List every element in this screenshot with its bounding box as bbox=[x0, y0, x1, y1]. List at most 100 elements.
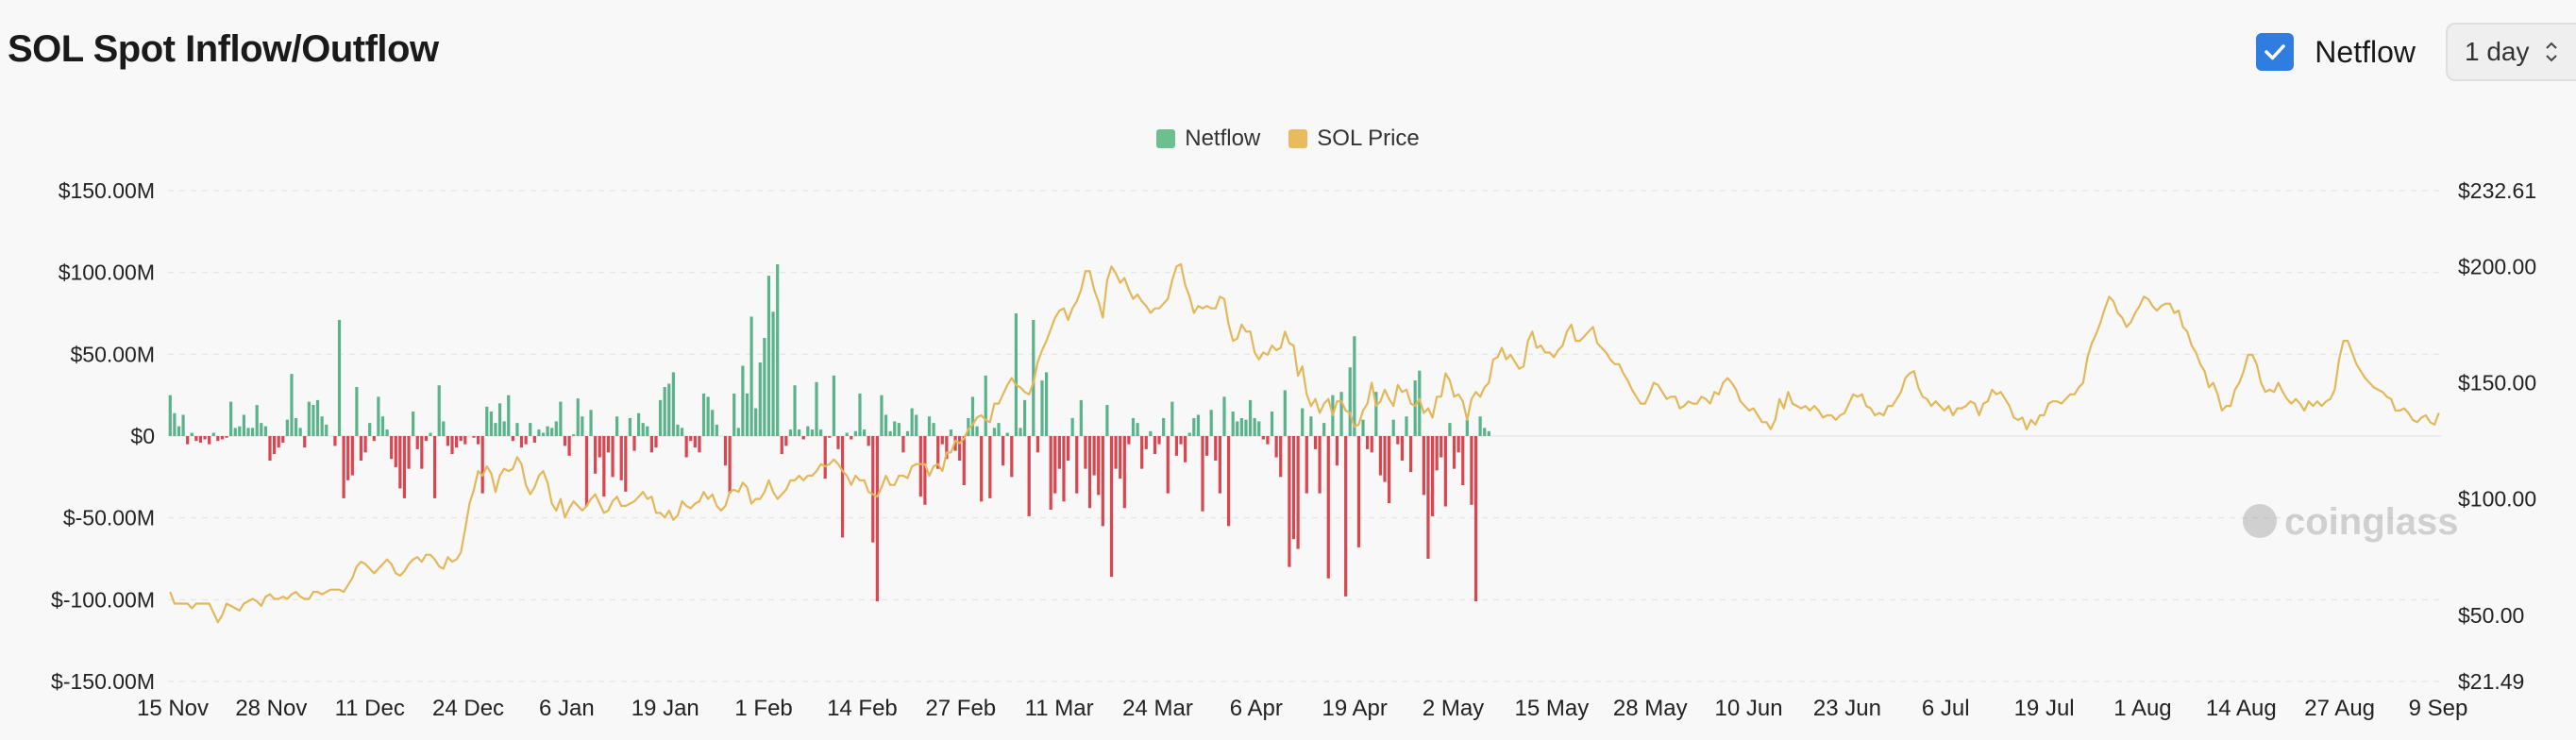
netflow-checkbox[interactable] bbox=[2256, 33, 2295, 71]
netflow-bar bbox=[853, 430, 857, 436]
netflow-bar bbox=[632, 436, 636, 451]
netflow-bar bbox=[1162, 417, 1166, 436]
legend-item-netflow[interactable]: Netflow bbox=[1156, 126, 1260, 152]
netflow-bar bbox=[1174, 436, 1179, 456]
netflow-bar bbox=[1053, 436, 1057, 494]
netflow-bar bbox=[689, 436, 693, 442]
x-tick-label: 24 Mar bbox=[1122, 696, 1193, 721]
interval-select[interactable]: 1 day bbox=[2446, 23, 2576, 81]
netflow-bar bbox=[680, 428, 684, 436]
sol-price-line bbox=[169, 262, 2440, 624]
netflow-bar bbox=[619, 436, 623, 480]
netflow-bar bbox=[749, 316, 753, 436]
netflow-bar bbox=[975, 426, 979, 436]
netflow-bar bbox=[181, 414, 185, 436]
x-tick-label: 11 Mar bbox=[1025, 696, 1094, 721]
netflow-bar bbox=[819, 429, 823, 436]
netflow-bar bbox=[901, 436, 905, 453]
netflow-bar bbox=[654, 436, 658, 448]
x-tick-label: 15 Nov bbox=[137, 696, 209, 721]
netflow-bar bbox=[862, 429, 867, 436]
netflow-bar bbox=[671, 372, 675, 436]
netflow-bar bbox=[962, 436, 966, 485]
netflow-bar bbox=[598, 436, 601, 458]
netflow-bar bbox=[1435, 436, 1439, 471]
netflow-bar bbox=[359, 436, 363, 461]
netflow-bar bbox=[572, 434, 576, 436]
netflow-bar bbox=[1313, 436, 1318, 449]
netflow-bar bbox=[1057, 436, 1061, 469]
netflow-bar bbox=[880, 395, 884, 436]
netflow-bar bbox=[567, 436, 571, 456]
netflow-bar bbox=[992, 428, 997, 436]
netflow-bar bbox=[1222, 396, 1226, 436]
netflow-bar bbox=[576, 398, 580, 436]
netflow-bar bbox=[1049, 436, 1052, 510]
x-tick-label: 14 Feb bbox=[827, 696, 898, 721]
chevron-up-down-icon bbox=[2545, 40, 2558, 64]
netflow-bar bbox=[1478, 416, 1482, 436]
netflow-bar bbox=[1192, 417, 1196, 436]
netflow-bar bbox=[1070, 417, 1074, 436]
netflow-bar bbox=[905, 430, 910, 436]
netflow-bar bbox=[988, 436, 992, 498]
x-tick-label: 10 Jun bbox=[1715, 696, 1783, 721]
netflow-bar bbox=[945, 436, 949, 460]
netflow-bar bbox=[1400, 436, 1405, 461]
netflow-bar bbox=[1109, 436, 1114, 578]
netflow-bar bbox=[1448, 423, 1452, 436]
netflow-bar bbox=[728, 436, 732, 494]
netflow-bar bbox=[918, 436, 922, 497]
netflow-bar bbox=[1062, 436, 1066, 502]
netflow-bar bbox=[858, 393, 862, 436]
netflow-bar bbox=[216, 436, 220, 442]
netflow-bar bbox=[888, 430, 892, 436]
netflow-bar bbox=[1413, 380, 1417, 436]
netflow-bar bbox=[263, 426, 268, 436]
netflow-bar bbox=[584, 436, 589, 507]
netflow-bar bbox=[741, 365, 745, 436]
netflow-bar bbox=[1184, 436, 1187, 462]
netflow-bar bbox=[225, 436, 228, 438]
netflow-bar bbox=[559, 401, 563, 436]
netflow-bar bbox=[485, 406, 489, 436]
netflow-bar bbox=[446, 436, 450, 446]
netflow-bar bbox=[927, 416, 932, 436]
netflow-bar bbox=[698, 436, 701, 453]
netflow-bar bbox=[815, 381, 818, 436]
netflow-bar bbox=[663, 387, 666, 436]
netflow-bar bbox=[1149, 430, 1153, 436]
netflow-bar bbox=[897, 423, 901, 436]
netflow-bar bbox=[1261, 436, 1265, 440]
netflow-bar bbox=[546, 426, 549, 436]
netflow-bar bbox=[1348, 367, 1352, 436]
netflow-bar bbox=[377, 396, 380, 436]
netflow-bar bbox=[173, 412, 177, 436]
netflow-toggle[interactable]: Netflow bbox=[2256, 33, 2416, 71]
netflow-bar bbox=[1214, 436, 1218, 461]
netflow-bar bbox=[806, 426, 810, 436]
netflow-bar bbox=[442, 421, 446, 436]
netflow-bar bbox=[1114, 436, 1118, 469]
watermark-text: coinglass bbox=[2284, 501, 2459, 543]
legend-item-sol-price[interactable]: SOL Price bbox=[1288, 126, 1420, 152]
netflow-bar bbox=[541, 432, 546, 436]
netflow-bar bbox=[745, 393, 749, 436]
netflow-bar bbox=[606, 436, 611, 453]
netflow-bar bbox=[1487, 430, 1490, 436]
netflow-bar bbox=[372, 436, 376, 442]
netflow-bar bbox=[780, 436, 783, 455]
netflow-bar bbox=[646, 426, 649, 436]
netflow-bar bbox=[915, 414, 918, 436]
netflow-bar bbox=[402, 436, 407, 498]
netflow-bar bbox=[736, 428, 740, 436]
netflow-bar bbox=[1356, 436, 1361, 547]
netflow-bar bbox=[315, 399, 320, 436]
netflow-bar bbox=[1291, 436, 1296, 540]
netflow-bar bbox=[290, 374, 294, 436]
netflow-bar bbox=[1187, 432, 1191, 436]
netflow-bar bbox=[494, 423, 497, 436]
netflow-bar bbox=[1274, 436, 1278, 458]
netflow-bar bbox=[407, 436, 411, 469]
